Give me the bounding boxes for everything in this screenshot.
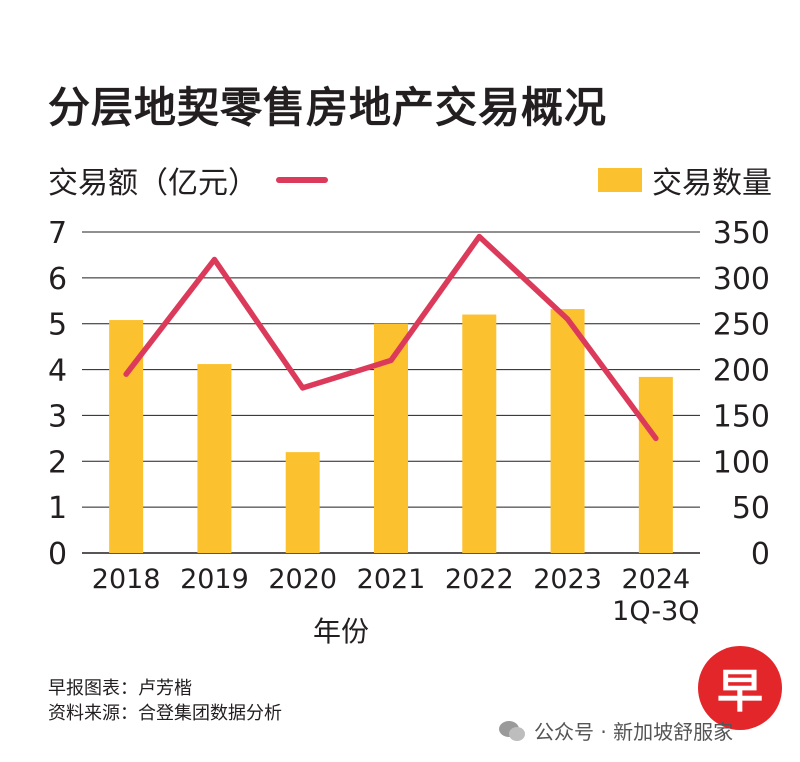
legend-bar-swatch	[598, 168, 642, 192]
left-tick-label: 2	[48, 445, 67, 480]
left-tick-label: 5	[48, 308, 67, 343]
left-tick-label: 3	[48, 399, 67, 434]
chart-title: 分层地契零售房地产交易概况	[48, 83, 608, 132]
legend-bar-entry: 交易数量	[598, 158, 772, 202]
legend-line-entry: 交易额（亿元）	[48, 158, 328, 202]
x-tick-label: 2019	[180, 564, 249, 595]
zaobao-logo: 早	[698, 646, 782, 730]
line-point	[388, 357, 394, 363]
bar-2022	[462, 314, 497, 553]
x-tick-label: 2023	[533, 564, 602, 595]
x-tick-label: 2024	[621, 564, 690, 595]
bar-2024	[638, 376, 673, 553]
right-tick-label: 0	[751, 537, 770, 572]
wechat-icon	[499, 720, 525, 741]
legend-bar-label: 交易数量	[652, 166, 772, 201]
left-axis-ticks: 0 1 2 3 4 5 6 7	[48, 216, 67, 572]
right-tick-label: 50	[732, 491, 770, 526]
x-tick-label: 2018	[92, 564, 161, 595]
line-series	[123, 233, 659, 442]
wechat-watermark: 公众号 · 新加坡舒服家	[498, 716, 733, 745]
right-tick-label: 100	[713, 445, 770, 480]
right-tick-label: 150	[713, 399, 770, 434]
x-tick-label: 2022	[445, 564, 514, 595]
left-tick-label: 0	[48, 537, 67, 572]
credits: 早报图表：卢芳楷 资料来源：合登集团数据分析	[48, 676, 282, 726]
line-point	[565, 316, 571, 322]
line-point	[211, 257, 217, 263]
line-point	[653, 435, 659, 441]
x-tick-label: 2020	[268, 564, 337, 595]
right-tick-label: 250	[713, 308, 770, 343]
right-axis-ticks: 0 50 100 150 200 250 300 350	[713, 216, 770, 572]
bar-2020	[285, 452, 320, 553]
source-credit: 资料来源：合登集团数据分析	[48, 703, 282, 724]
legend-line-marker	[276, 177, 328, 183]
left-tick-label: 1	[48, 491, 67, 526]
x-tick-label: 2021	[357, 564, 426, 595]
chart-credit: 早报图表：卢芳楷	[48, 678, 192, 699]
line-point	[123, 371, 129, 377]
right-tick-label: 350	[713, 216, 770, 251]
line-point	[300, 385, 306, 391]
x-tick-label: 1Q-3Q	[612, 596, 699, 627]
bar-2023	[550, 309, 585, 553]
legend-line-label: 交易额（亿元）	[48, 166, 258, 201]
left-tick-label: 6	[48, 262, 67, 297]
bar-2019	[197, 364, 232, 553]
line-point	[476, 234, 482, 240]
left-tick-label: 7	[48, 216, 67, 251]
right-tick-label: 200	[713, 354, 770, 389]
right-tick-label: 300	[713, 262, 770, 297]
left-tick-label: 4	[48, 354, 67, 389]
watermark-text: 公众号 · 新加坡舒服家	[534, 720, 734, 744]
x-axis-label: 年份	[313, 615, 370, 648]
